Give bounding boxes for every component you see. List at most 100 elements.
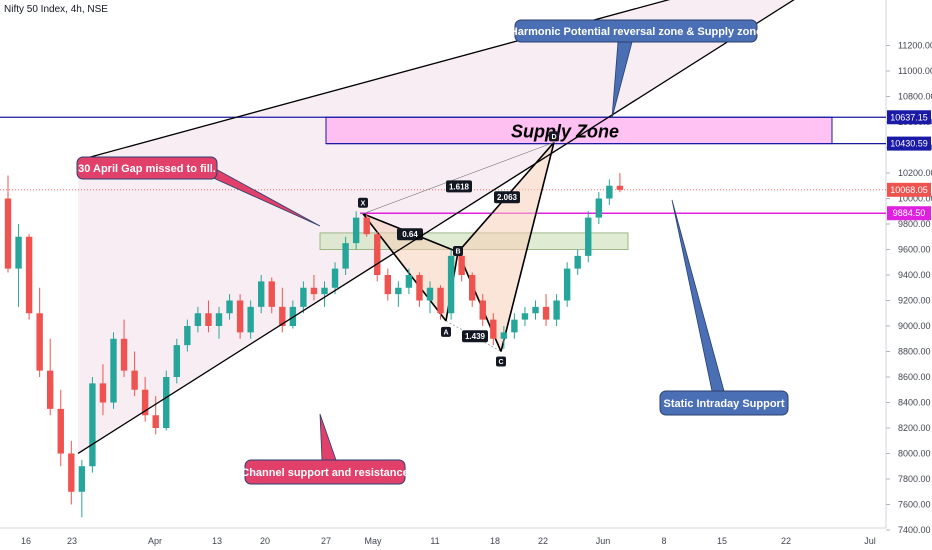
y-tick-label: 10000.00 [898,194,932,204]
candle-body [131,370,138,390]
x-tick-label: 8 [661,536,666,546]
point-marker-label: B [455,249,460,256]
chart-title: Nifty 50 Index, 4h, NSE [4,4,108,15]
ratio-label: 1.439 [465,332,486,341]
price-label: 9884.50 [893,208,926,218]
candle-body [163,377,170,428]
candle-body [490,319,497,339]
price-label-bg [887,110,931,125]
candle-body [25,236,33,314]
ratio-label-bg [494,191,520,204]
candle-body [563,268,571,301]
x-tick-label: 27 [321,536,331,546]
x-tick-label: 16 [21,536,31,546]
candle-body [469,275,476,301]
x-tick-label: 22 [538,536,548,546]
ratio-label-bg [446,180,472,193]
x-tick-label: Jul [864,536,876,546]
candle-body [416,275,423,301]
y-tick-label: 8800.00 [898,347,931,357]
candle-body [184,326,191,346]
candle-body [574,255,581,269]
y-tick-label: 11000.00 [898,66,932,76]
candle-body [194,313,202,326]
point-marker-label: C [498,359,503,366]
y-tick-label: 7600.00 [898,500,931,510]
candle-body [585,217,592,256]
channel-callout-box [244,459,406,485]
channel-callout-pointer [319,413,337,461]
support-callout-box [659,390,789,416]
candle-body [521,313,529,320]
y-tick-label: 9200.00 [898,296,931,306]
candle-body [99,383,107,403]
y-tick-label: 9400.00 [898,270,931,280]
candle-body [120,338,128,371]
price-label-bg [887,136,931,151]
candle-body [458,255,465,275]
ratio-label: 1.618 [449,182,470,191]
x-tick-label: 23 [67,536,77,546]
price-label: 10430.59 [890,139,928,149]
y-tick-label: 8200.00 [898,423,931,433]
pattern-ac-dotted [445,320,502,352]
x-tick-label: 20 [260,536,270,546]
x-tick-label: Jun [596,536,611,546]
point-marker-label: D [551,134,556,141]
y-tick-label: 10200.00 [898,168,932,178]
channel-callout-text: Channel support and resistance [241,467,408,479]
candle-body [479,300,486,320]
channel-lower-line [77,0,795,455]
x-tick-label: May [364,536,382,546]
pattern-triangle-bcd [458,142,554,352]
candle-body [331,268,339,288]
candle-body [57,408,64,454]
candle-body [47,370,54,409]
harmonic-callout-text: Harmonic Potential reversal zone & Suppl… [510,26,762,38]
candle-body [553,300,560,320]
pattern-xd-dotted [362,142,555,215]
candle-body [268,281,275,307]
x-tick-label: 18 [490,536,500,546]
ratio-label: 2.063 [497,193,518,202]
candle-body [532,306,539,314]
candle-body [542,306,550,320]
point-marker-bg [496,356,506,367]
candle-body [606,185,613,199]
y-tick-label: 7400.00 [898,525,931,535]
x-tick-label: Apr [148,536,162,546]
candle-body [447,255,455,314]
candle-body [352,217,360,244]
y-tick-label: 9600.00 [898,245,931,255]
candle-body [595,198,602,218]
y-tick-label: 8400.00 [898,398,931,408]
candle-body [395,287,402,295]
y-tick-label: 9800.00 [898,219,931,229]
candle-body [374,234,381,275]
candle-body [89,383,96,467]
ratio-label-bg [397,228,423,241]
point-marker-bg [549,131,559,142]
candle-body [300,287,307,307]
candle-body [616,185,624,190]
gap-callout-box [76,156,218,180]
candle-body [258,281,265,307]
candle-body [363,217,370,235]
point-marker-label: X [361,200,366,207]
ratio-label-bg [462,330,488,343]
y-tick-label: 11200.00 [898,41,932,51]
price-label-bg [887,206,931,221]
supply-zone-label: Supply Zone [511,121,619,141]
point-marker-bg [358,197,368,208]
x-tick-label: 15 [717,536,727,546]
candle-body [173,345,180,377]
y-tick-label: 10800.00 [898,92,932,102]
candle-body [141,389,149,416]
pattern-leg [500,142,555,352]
candle-body [36,313,43,371]
x-tick-label: 11 [430,536,439,546]
candle-body [426,287,434,301]
candle-body [15,236,22,269]
candle-body [110,338,117,403]
